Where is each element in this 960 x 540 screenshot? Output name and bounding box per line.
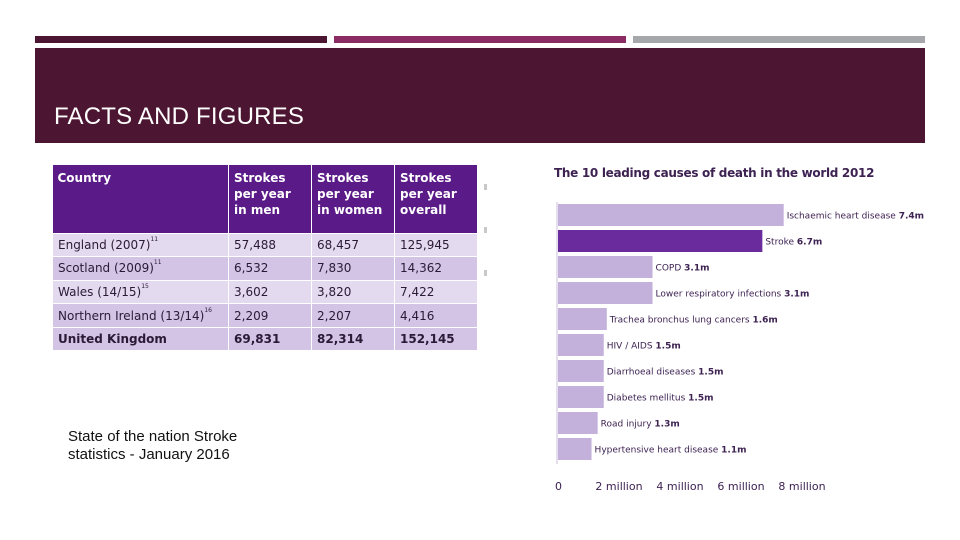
footnote-ref: 16 [204, 306, 212, 314]
cell-overall: 7,422 [394, 279, 478, 305]
chart-bar [558, 360, 604, 382]
chart-bar-label: Stroke 6.7m [765, 238, 822, 248]
cell-women: 82,314 [311, 326, 395, 352]
source-caption: State of the nation Stroke statistics - … [68, 428, 238, 463]
chart-tick-label: 4 million [656, 480, 703, 493]
chart-bar-label: COPD 3.1m [656, 264, 710, 274]
chart-bar [558, 438, 592, 460]
cell-overall: 4,416 [394, 303, 478, 328]
cell-men: 3,602 [228, 279, 312, 305]
chart-tick-label: 6 million [717, 480, 764, 493]
cell-women: 68,457 [311, 232, 395, 258]
country-name: Northern Ireland (13/14) [58, 308, 205, 323]
chart-tick-label: 0 [555, 480, 562, 493]
chart-canvas: Ischaemic heart disease 7.4m Stroke 6.7m C… [555, 202, 924, 493]
causes-of-death-chart: Ischaemic heart disease 7.4m Stroke 6.7m C… [548, 190, 924, 495]
table-row: England (2007)11 57,488 68,457 125,945 [52, 232, 478, 258]
decorative-dot [484, 270, 487, 276]
country-name: Scotland (2009) [58, 261, 154, 276]
chart-title: The 10 leading causes of death in the wo… [554, 166, 875, 180]
accent-bar-magenta [334, 36, 626, 43]
chart-bar-label: Diarrhoeal diseases 1.5m [607, 368, 724, 378]
accent-bar-grey [633, 36, 925, 43]
page-title: FACTS AND FIGURES [54, 103, 305, 130]
chart-bar [558, 204, 784, 226]
chart-tick-label: 2 million [595, 480, 642, 493]
chart-bar-label: Ischaemic heart disease 7.4m [787, 212, 924, 222]
footnote-ref: 11 [153, 259, 162, 267]
cell-country: England (2007)11 [52, 232, 229, 258]
table-row-total: United Kingdom 69,831 82,314 152,145 [52, 326, 478, 352]
chart-bar [558, 230, 763, 252]
title-banner [35, 48, 925, 143]
chart-bar-label: Hypertensive heart disease 1.1m [595, 446, 747, 456]
table-header-row: Country Strokes per year in men Strokes … [52, 165, 478, 233]
cell-country: United Kingdom [52, 326, 229, 352]
cell-country: Wales (14/15)15 [52, 279, 229, 305]
chart-tick-label: 8 million [778, 480, 825, 493]
footnote-ref: 15 [141, 282, 149, 290]
chart-bar-label: Road injury 1.3m [601, 420, 680, 430]
chart-bar [558, 334, 604, 356]
chart-bar [558, 386, 604, 408]
chart-bar [558, 282, 653, 304]
country-name: England (2007) [58, 237, 151, 252]
chart-bar-label: Trachea bronchus lung cancers 1.6m [609, 316, 778, 326]
cell-country: Northern Ireland (13/14)16 [52, 303, 229, 328]
country-name: Wales (14/15) [58, 284, 142, 299]
cell-overall: 125,945 [394, 232, 478, 258]
cell-men: 2,209 [228, 303, 312, 328]
header-women: Strokes per year in women [311, 165, 395, 233]
cell-women: 7,830 [311, 256, 395, 281]
cell-overall: 14,362 [394, 256, 478, 281]
decorative-dot [484, 227, 487, 233]
chart-bar [558, 412, 598, 434]
cell-overall: 152,145 [394, 326, 478, 352]
chart-bar-label: Diabetes mellitus 1.5m [607, 394, 714, 404]
chart-bar [558, 308, 607, 330]
decorative-dot [484, 184, 487, 190]
table-row: Wales (14/15)15 3,602 3,820 7,422 [52, 279, 478, 305]
table-row: Scotland (2009)11 6,532 7,830 14,362 [52, 256, 478, 281]
accent-bar-dark [35, 36, 327, 43]
footnote-ref: 11 [150, 235, 159, 243]
header-overall: Strokes per year overall [394, 165, 478, 233]
chart-bar-label: Lower respiratory infections 3.1m [656, 290, 810, 300]
cell-men: 69,831 [228, 326, 312, 352]
cell-women: 2,207 [311, 303, 395, 328]
cell-men: 57,488 [228, 232, 312, 258]
cell-men: 6,532 [228, 256, 312, 281]
header-men: Strokes per year in men [228, 165, 312, 233]
cell-country: Scotland (2009)11 [52, 256, 229, 281]
chart-bar [558, 256, 653, 278]
chart-bar-label: HIV / AIDS 1.5m [607, 342, 681, 352]
header-country: Country [52, 165, 229, 233]
cell-women: 3,820 [311, 279, 395, 305]
stroke-statistics-table: Country Strokes per year in men Strokes … [52, 165, 478, 352]
table-row: Northern Ireland (13/14)16 2,209 2,207 4… [52, 303, 478, 328]
